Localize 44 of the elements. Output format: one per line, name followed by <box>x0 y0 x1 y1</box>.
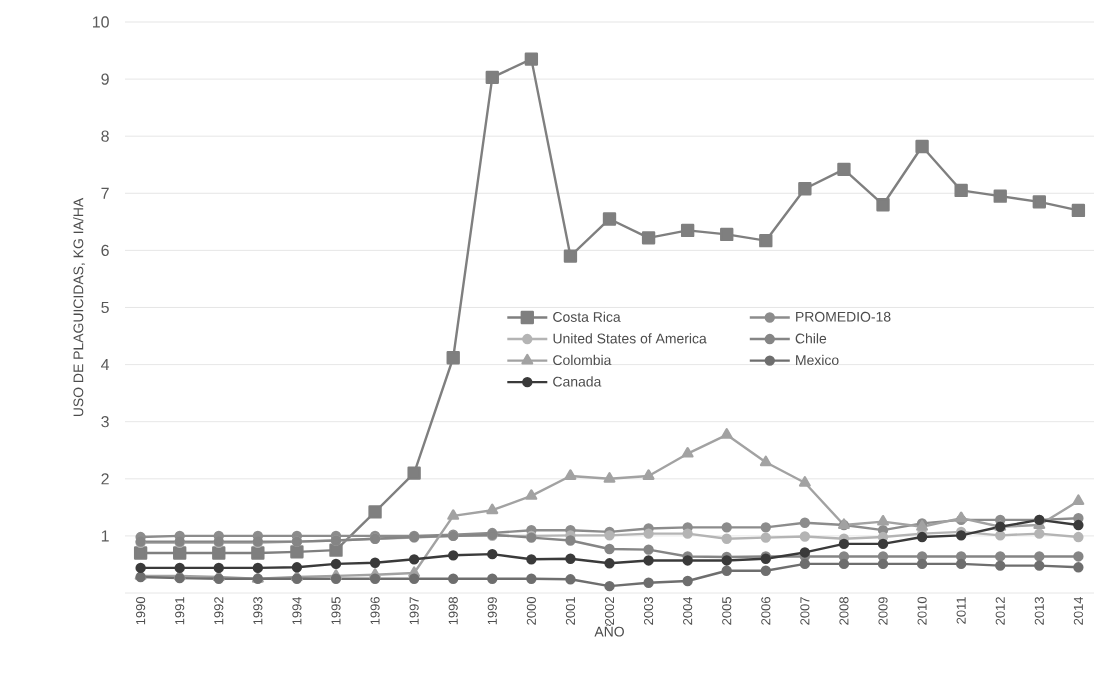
legend-label: Mexico <box>796 354 839 366</box>
x-tick-label: 1994 <box>292 596 302 625</box>
y-tick-label: 5 <box>101 301 109 314</box>
y-axis-title: USO DE PLAGUICIDAS, KG IA/HA <box>73 197 85 417</box>
x-tick-label: 1999 <box>487 597 497 625</box>
x-tick-label: 2013 <box>1034 597 1044 625</box>
legend-label: United States of America <box>553 333 707 344</box>
y-tick-label: 7 <box>101 187 109 199</box>
x-tick-label: 2004 <box>683 596 693 625</box>
x-tick-label: 2010 <box>917 597 927 625</box>
legend-label: Costa Rica <box>553 311 621 322</box>
x-tick-label: 2014 <box>1073 596 1083 625</box>
x-tick-label: 2005 <box>722 597 732 625</box>
x-tick-label: 1995 <box>331 597 341 625</box>
y-tick-label: 9 <box>101 73 109 85</box>
x-tick-label: 2012 <box>995 597 1005 625</box>
x-tick-label: 2003 <box>643 597 654 625</box>
x-tick-label: 2002 <box>604 597 615 625</box>
y-tick-label: 1 <box>101 530 109 542</box>
x-tick-label: 2009 <box>878 597 888 625</box>
x-tick-label: 2007 <box>800 597 810 625</box>
x-tick-label: 1992 <box>214 597 224 625</box>
legend-label: Colombia <box>553 354 612 366</box>
y-tick-label: 10 <box>93 16 109 28</box>
x-tick-label: 2008 <box>839 597 849 625</box>
y-tick-label: 2 <box>101 473 109 485</box>
x-tick-label: 1991 <box>175 597 185 625</box>
x-tick-label: 1990 <box>136 597 146 625</box>
y-tick-label: 6 <box>101 244 109 257</box>
x-tick-label: 1996 <box>370 597 380 625</box>
x-tick-label: 1993 <box>253 597 263 625</box>
x-tick-label: 2006 <box>761 597 771 625</box>
y-tick-label: 8 <box>101 130 109 142</box>
x-axis-title: AÑO <box>594 624 624 637</box>
x-tick-label: 2011 <box>956 597 966 624</box>
legend-label: Chile <box>795 333 827 344</box>
legend-label: Canada <box>553 376 602 387</box>
x-tick-label: 2001 <box>565 597 576 625</box>
x-tick-label: 1998 <box>448 597 458 625</box>
y-tick-label: 3 <box>101 416 109 428</box>
x-tick-label: 1997 <box>409 597 419 625</box>
y-tick-label: 4 <box>101 359 110 371</box>
legend-label: PROMEDIO-18 <box>796 311 891 322</box>
x-tick-label: 2000 <box>526 597 536 625</box>
